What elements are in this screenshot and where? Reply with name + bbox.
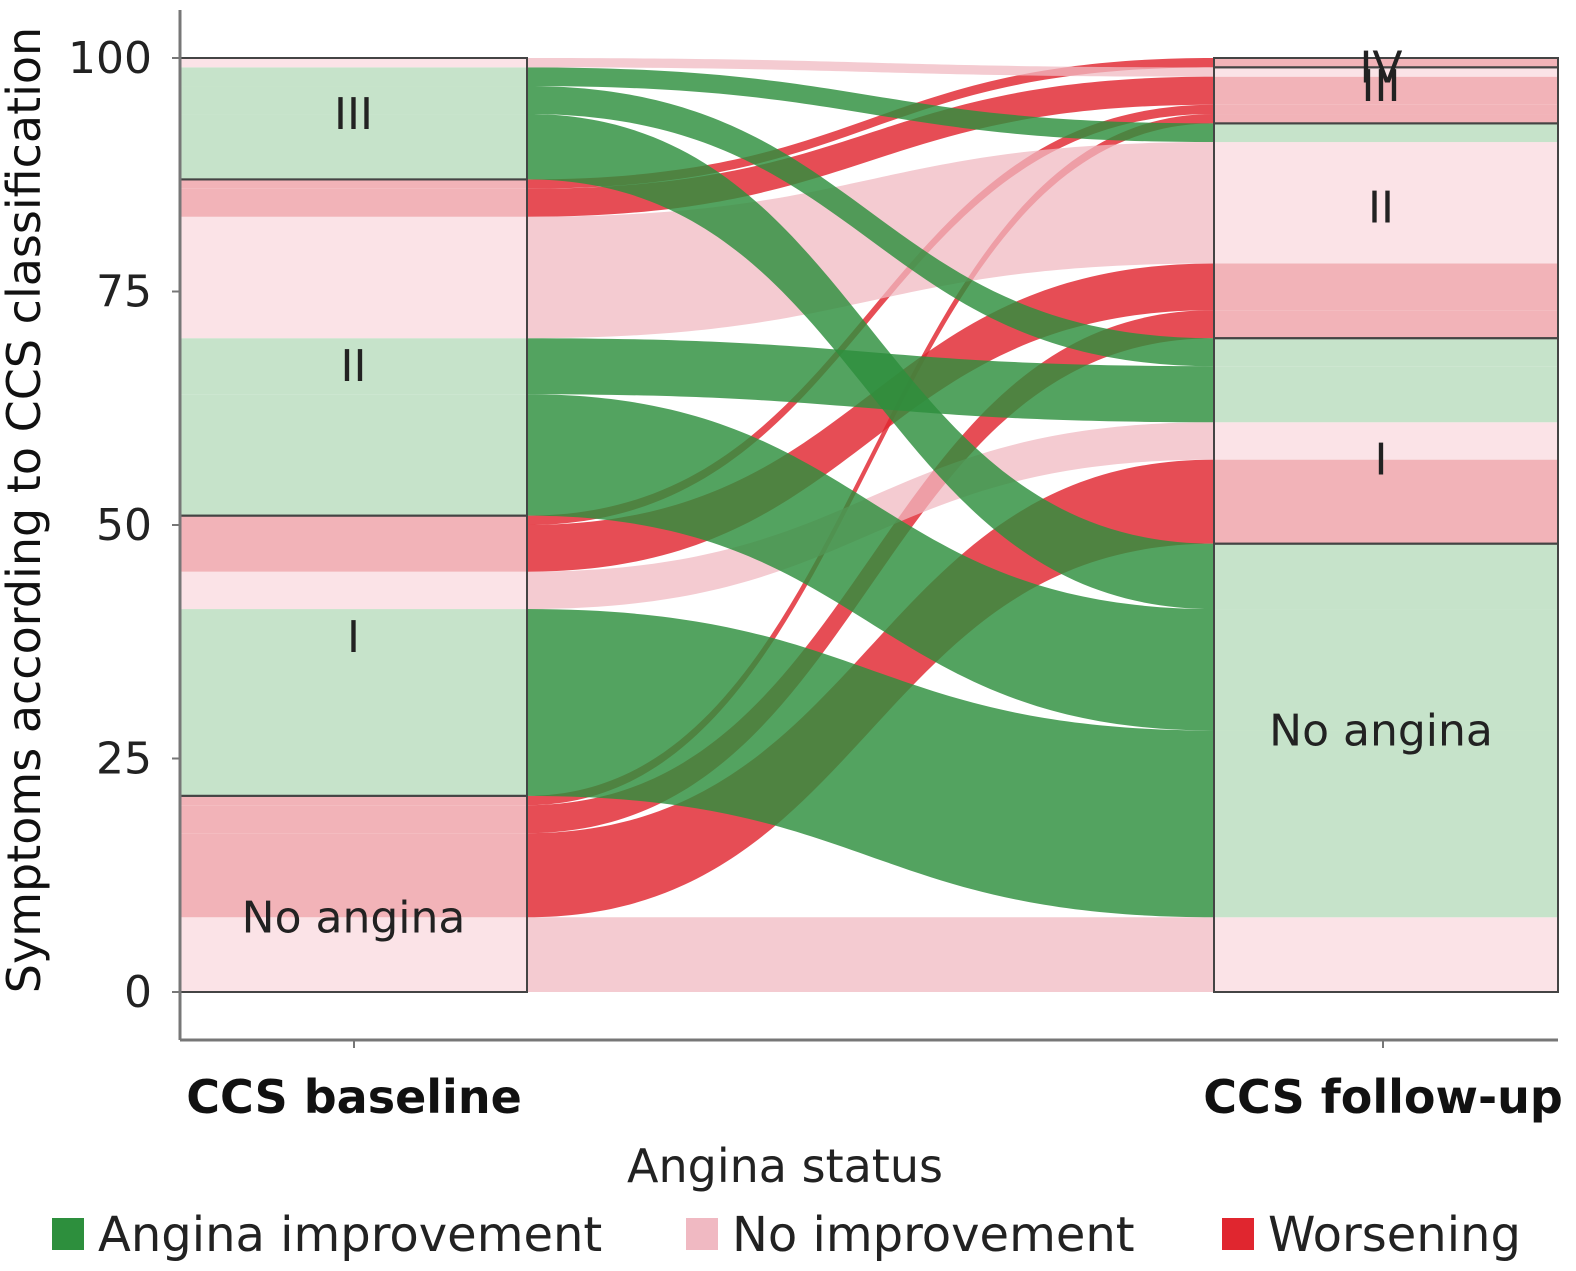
flow-iii-to-ii <box>527 67 1214 143</box>
stratum-band-follow-up <box>1214 543 1558 610</box>
y-tick-label-75: 75 <box>96 267 152 318</box>
stratum-band-follow-up <box>1214 263 1558 311</box>
stratum-band-follow-up <box>1214 142 1558 264</box>
axes-layer: 0 25 50 75 100 <box>68 10 1558 1048</box>
stratum-band-baseline <box>180 795 527 806</box>
flow-i-to-no-angina <box>527 609 1214 918</box>
stratum-band-follow-up <box>1214 422 1558 460</box>
stratum-label-follow-up-iv: IV <box>1359 42 1402 93</box>
y-tick-label-0: 0 <box>124 967 152 1018</box>
stratum-band-baseline <box>180 86 527 115</box>
stratum-band-follow-up <box>1214 310 1558 339</box>
stratum-label-follow-up-iii: III <box>1362 61 1401 112</box>
y-axis-title: Symptoms according to CCS classification <box>0 27 51 993</box>
stratum-band-baseline <box>180 338 527 395</box>
stratum-band-follow-up <box>1214 917 1558 992</box>
flow-no-angina-to-no-angina <box>527 917 1214 992</box>
stratum-band-follow-up <box>1214 338 1558 367</box>
stratum-band-baseline <box>180 917 527 992</box>
stratum-band-follow-up <box>1214 609 1558 731</box>
legend-label-worsening: Worsening <box>1268 1207 1521 1263</box>
x-axis-title: Angina status <box>627 1139 943 1193</box>
stratum-band-baseline <box>180 58 527 68</box>
stratum-band-follow-up <box>1214 730 1558 918</box>
stratum-band-follow-up <box>1214 58 1558 68</box>
stratum-band-baseline <box>180 216 527 339</box>
legend-swatch-no-improvement <box>686 1218 718 1250</box>
flow-no-angina-to-iii <box>527 114 1214 806</box>
flow-ii-to-iv <box>527 58 1214 189</box>
stratum-band-baseline <box>180 67 527 87</box>
y-tick-label-25: 25 <box>96 734 152 785</box>
legend-label-no-improvement: No improvement <box>732 1207 1135 1263</box>
stratum-band-baseline <box>180 571 527 610</box>
stratum-label-baseline-ii: II <box>341 341 367 392</box>
stratum-band-follow-up <box>1214 123 1558 143</box>
x-category-follow-up: CCS follow-up <box>1203 1070 1563 1124</box>
stratum-band-baseline <box>180 525 527 572</box>
stratum-band-follow-up <box>1214 459 1558 544</box>
flow-iii-to-no-angina <box>527 114 1214 610</box>
stratum-label-follow-up-ii: II <box>1368 182 1394 233</box>
legend-swatch-worsening <box>1222 1218 1254 1250</box>
x-category-baseline: CCS baseline <box>186 1070 522 1124</box>
legend-label-improvement: Angina improvement <box>98 1207 602 1263</box>
stratum-band-follow-up <box>1214 114 1558 124</box>
stratum-label-follow-up-i: I <box>1375 435 1388 486</box>
stratum-band-follow-up <box>1214 104 1558 115</box>
stratum-band-follow-up <box>1214 366 1558 423</box>
stratum-label-follow-up-no-angina: No angina <box>1269 705 1493 756</box>
y-tick-label-50: 50 <box>96 500 152 551</box>
stratum-label-baseline-iii: III <box>334 89 373 140</box>
stratum-band-follow-up <box>1214 67 1558 77</box>
stratum-band-baseline <box>180 394 527 516</box>
stratum-follow-up-iv <box>1213 57 1559 69</box>
stratum-band-baseline <box>180 188 527 217</box>
legend-swatch-improvement <box>52 1218 84 1250</box>
y-tick-label-100: 100 <box>68 33 152 84</box>
flow-iii-to-iii <box>527 58 1214 77</box>
stratum-band-baseline <box>180 515 527 525</box>
stratum-band-baseline <box>180 179 527 189</box>
flow-iii-to-i <box>527 86 1214 367</box>
flows-layer <box>527 58 1214 992</box>
stratum-label-baseline-no-angina: No angina <box>242 892 466 943</box>
stratum-band-baseline <box>180 833 527 918</box>
stratum-band-baseline <box>180 805 527 834</box>
stratum-label-baseline-i: I <box>347 612 360 663</box>
flow-i-to-ii <box>527 263 1214 572</box>
flow-i-to-iii <box>527 104 1214 525</box>
flow-ii-to-no-angina <box>527 394 1214 731</box>
stratum-band-baseline <box>180 609 527 796</box>
stratum-band-baseline <box>180 114 527 180</box>
legend: Angina improvement No improvement Worsen… <box>52 1207 1521 1263</box>
stratum-band-follow-up <box>1214 76 1558 105</box>
